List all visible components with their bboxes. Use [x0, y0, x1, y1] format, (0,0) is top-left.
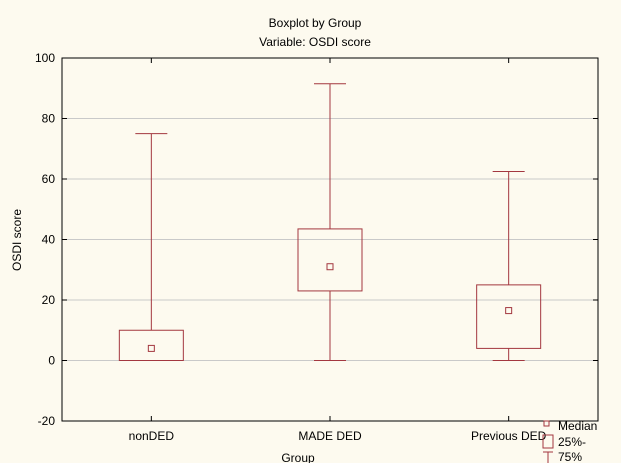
- y-tick-label: -20: [38, 414, 56, 428]
- y-tick-label: 20: [42, 293, 56, 307]
- x-axis-label: Group: [281, 451, 315, 463]
- median-marker: [147, 344, 155, 352]
- x-tick-label: Previous DED: [471, 429, 547, 443]
- legend-median-marker: [543, 420, 550, 427]
- chart-subtitle: Variable: OSDI score: [259, 35, 371, 49]
- y-tick-label: 60: [42, 172, 56, 186]
- iqr-box: [297, 228, 363, 292]
- y-tick-label: 40: [42, 233, 56, 247]
- median-marker: [505, 307, 513, 315]
- legend-box-marker: [542, 434, 554, 449]
- y-axis-label: OSDI score: [10, 209, 24, 271]
- y-axis-ticks: -20 0 20 40 60 80 100: [35, 51, 598, 428]
- y-tick-label: 80: [42, 112, 56, 126]
- x-tick-label: MADE DED: [298, 429, 362, 443]
- x-axis-ticks: nonDED MADE DED Previous DED: [129, 58, 547, 443]
- legend: Median 25%- 75%: [542, 419, 597, 463]
- legend-box-label: 25%-: [558, 435, 586, 449]
- chart-title: Boxplot by Group: [269, 16, 362, 30]
- legend-whisker-label: 75%: [558, 450, 582, 463]
- y-tick-label: 0: [48, 354, 55, 368]
- x-tick-label: nonDED: [129, 429, 175, 443]
- iqr-box: [476, 284, 542, 349]
- y-tick-label: 100: [35, 51, 55, 65]
- median-marker: [326, 263, 334, 271]
- box-1: [297, 83, 363, 361]
- iqr-box: [118, 329, 184, 361]
- legend-median-label: Median: [558, 419, 597, 433]
- box-2: [476, 170, 542, 361]
- box-0: [118, 133, 184, 361]
- boxes: [118, 83, 542, 361]
